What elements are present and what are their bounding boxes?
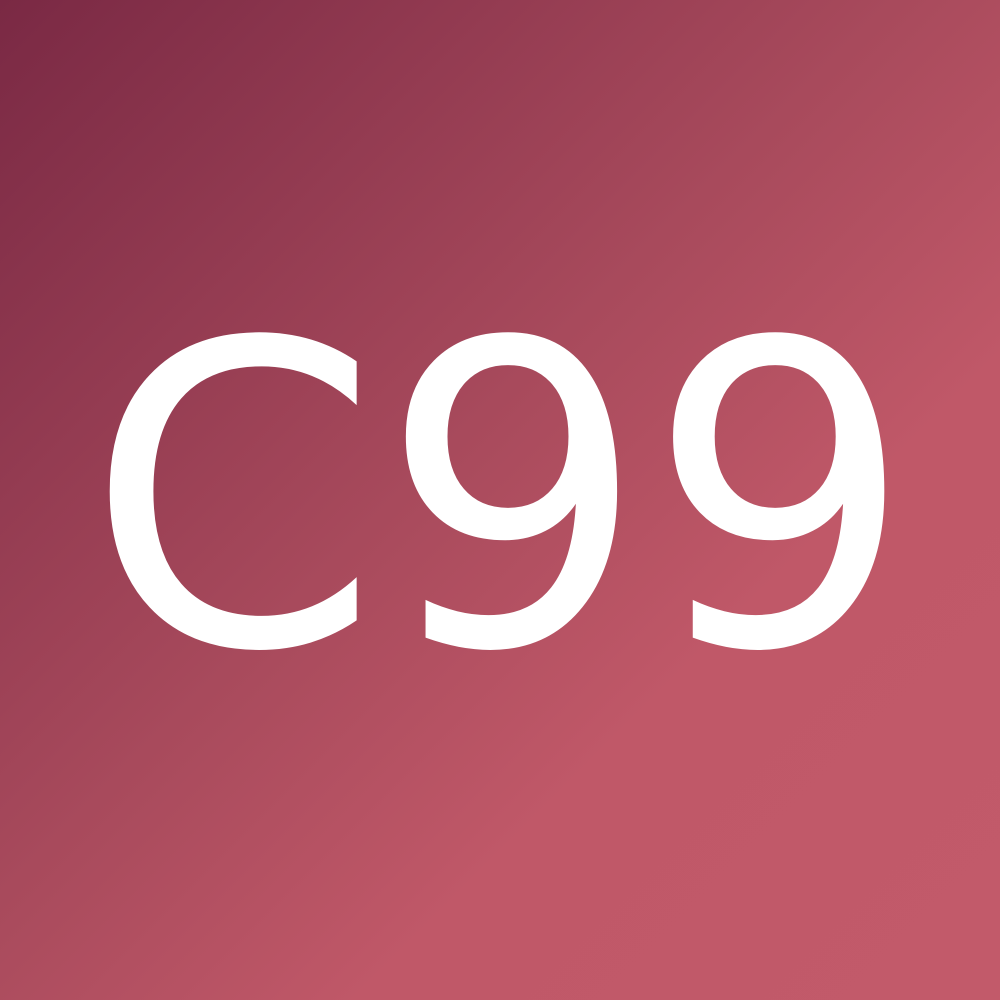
- tile-label: C99: [86, 255, 914, 744]
